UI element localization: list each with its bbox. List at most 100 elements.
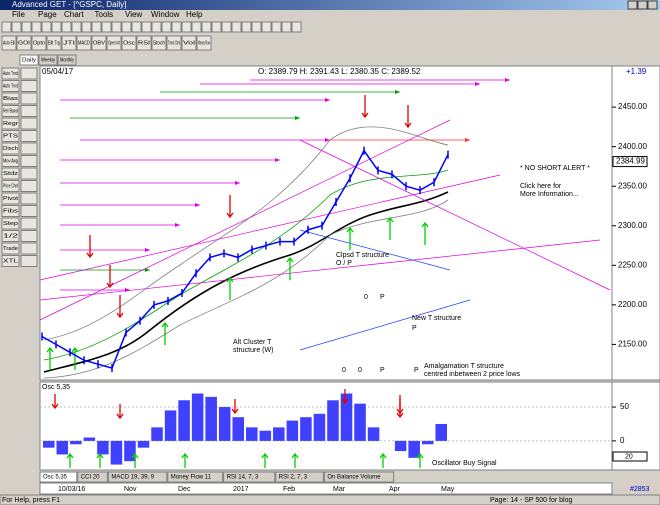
- tool-icon[interactable]: [191, 21, 202, 33]
- side-tool-button[interactable]: [1, 217, 20, 230]
- tool-icon[interactable]: [81, 21, 92, 33]
- side-tool-label[interactable]: Disch: [3, 146, 18, 152]
- toolbar-label[interactable]: Money Flow: [198, 40, 210, 46]
- side-tool-label[interactable]: PTS: [3, 133, 19, 139]
- toolbar-button[interactable]: [91, 35, 107, 51]
- indicator-tab-label[interactable]: RSI 14, 7, 3: [227, 475, 259, 481]
- window-button[interactable]: [647, 0, 658, 10]
- toolbar-button[interactable]: [136, 35, 152, 51]
- indicator-tab-label[interactable]: Osc 5,35: [43, 475, 68, 481]
- timeframe-label[interactable]: Monthly: [60, 57, 74, 63]
- toolbar-button[interactable]: [46, 35, 62, 51]
- timeframe-label[interactable]: Daily: [22, 57, 36, 63]
- toolbar-button[interactable]: [181, 35, 197, 51]
- side-tool-icon[interactable]: [20, 67, 38, 80]
- timeframe-label[interactable]: Weekly: [41, 57, 55, 63]
- side-tool-label[interactable]: XTL: [3, 258, 18, 264]
- indicator-tab[interactable]: [77, 471, 108, 483]
- menu-item[interactable]: Page: [38, 10, 57, 19]
- tool-icon[interactable]: [121, 21, 132, 33]
- side-tool-icon[interactable]: [20, 242, 38, 255]
- toolbar-label[interactable]: OBV: [93, 40, 106, 46]
- tool-icon[interactable]: [271, 21, 282, 33]
- side-tool-icon[interactable]: [20, 217, 38, 230]
- toolbar-button[interactable]: [151, 35, 167, 51]
- side-tool-icon[interactable]: [20, 230, 38, 242]
- tool-icon[interactable]: [281, 21, 292, 33]
- toolbar-button[interactable]: [121, 35, 137, 51]
- side-tool-label[interactable]: 1/2: [3, 233, 18, 239]
- window-button[interactable]: [627, 0, 638, 10]
- toolbar-label[interactable]: Open Int: [108, 40, 120, 46]
- tool-icon[interactable]: [131, 21, 142, 33]
- side-tool-button[interactable]: [1, 230, 20, 242]
- side-tool-label[interactable]: Trade: [3, 246, 18, 252]
- side-tool-button[interactable]: [1, 242, 20, 255]
- side-tool-icon[interactable]: [20, 105, 38, 117]
- tool-icon[interactable]: [181, 21, 192, 33]
- tool-icon[interactable]: [21, 21, 32, 33]
- tool-icon[interactable]: [71, 21, 82, 33]
- tool-icon[interactable]: [261, 21, 272, 33]
- side-tool-button[interactable]: [1, 92, 20, 105]
- tool-icon[interactable]: [91, 21, 102, 33]
- tool-icon[interactable]: [31, 21, 42, 33]
- side-tool-label[interactable]: Regr: [3, 121, 18, 127]
- side-tool-label[interactable]: Bias: [3, 96, 19, 102]
- indicator-tab-label[interactable]: RSI 2, 7, 3: [279, 475, 308, 481]
- timeframe-tab[interactable]: [19, 54, 39, 66]
- menu-item[interactable]: View: [125, 10, 142, 19]
- menu-item[interactable]: Chart: [64, 10, 84, 19]
- tool-icon[interactable]: [101, 21, 112, 33]
- indicator-tab-label[interactable]: CCI 20: [81, 475, 100, 481]
- side-tool-label[interactable]: Auto Trnd: [3, 71, 18, 77]
- side-tool-button[interactable]: [1, 105, 20, 117]
- side-tool-button[interactable]: [1, 192, 20, 205]
- side-tool-button[interactable]: [1, 117, 20, 130]
- side-tool-label[interactable]: Step: [3, 221, 18, 227]
- tool-icon[interactable]: [161, 21, 172, 33]
- side-tool-icon[interactable]: [20, 155, 38, 167]
- toolbar-button[interactable]: [196, 35, 212, 51]
- tool-icon[interactable]: [1, 21, 12, 33]
- toolbar-label[interactable]: MACD: [78, 40, 90, 46]
- toolbar-button[interactable]: [76, 35, 92, 51]
- side-tool-icon[interactable]: [20, 117, 38, 130]
- side-tool-button[interactable]: [1, 155, 20, 167]
- indicator-tab-label[interactable]: Money Flow 11: [171, 475, 212, 481]
- tool-icon[interactable]: [61, 21, 72, 33]
- tool-icon[interactable]: [51, 21, 62, 33]
- side-tool-button[interactable]: [1, 180, 20, 192]
- side-tool-label[interactable]: Mov Avg: [3, 158, 18, 164]
- timeframe-tab[interactable]: [57, 54, 77, 66]
- side-tool-icon[interactable]: [20, 92, 38, 105]
- toolbar-button[interactable]: [106, 35, 122, 51]
- tool-icon[interactable]: [241, 21, 252, 33]
- window-button[interactable]: [637, 0, 648, 10]
- side-tool-icon[interactable]: [20, 205, 38, 217]
- tool-icon[interactable]: [151, 21, 162, 33]
- side-tool-label[interactable]: Pivot: [3, 196, 19, 202]
- toolbar-button[interactable]: [61, 35, 77, 51]
- toolbar-label[interactable]: JTI: [63, 40, 75, 46]
- tool-icon[interactable]: [221, 21, 232, 33]
- tool-icon[interactable]: [11, 21, 22, 33]
- toolbar-label[interactable]: Ellt Trg: [48, 40, 60, 46]
- tool-icon[interactable]: [111, 21, 122, 33]
- toolbar-label[interactable]: Trend Chnl: [168, 40, 180, 46]
- menu-item[interactable]: File: [12, 10, 25, 19]
- timeframe-tab[interactable]: [38, 54, 58, 66]
- side-tool-button[interactable]: [1, 130, 20, 142]
- side-tool-icon[interactable]: [20, 180, 38, 192]
- tool-icon[interactable]: [141, 21, 152, 33]
- toolbar-label[interactable]: GOI: [18, 40, 30, 46]
- indicator-tab-label[interactable]: On Balance Volume: [327, 475, 381, 481]
- indicator-tab[interactable]: [39, 471, 78, 483]
- indicator-tab[interactable]: [323, 471, 395, 483]
- side-tool-label[interactable]: Auto Trnd: [3, 83, 18, 89]
- side-tool-label[interactable]: Stdz: [3, 171, 19, 177]
- indicator-tab[interactable]: [167, 471, 224, 483]
- side-tool-icon[interactable]: [20, 130, 38, 142]
- side-tool-button[interactable]: [1, 80, 20, 92]
- side-tool-button[interactable]: [1, 142, 20, 155]
